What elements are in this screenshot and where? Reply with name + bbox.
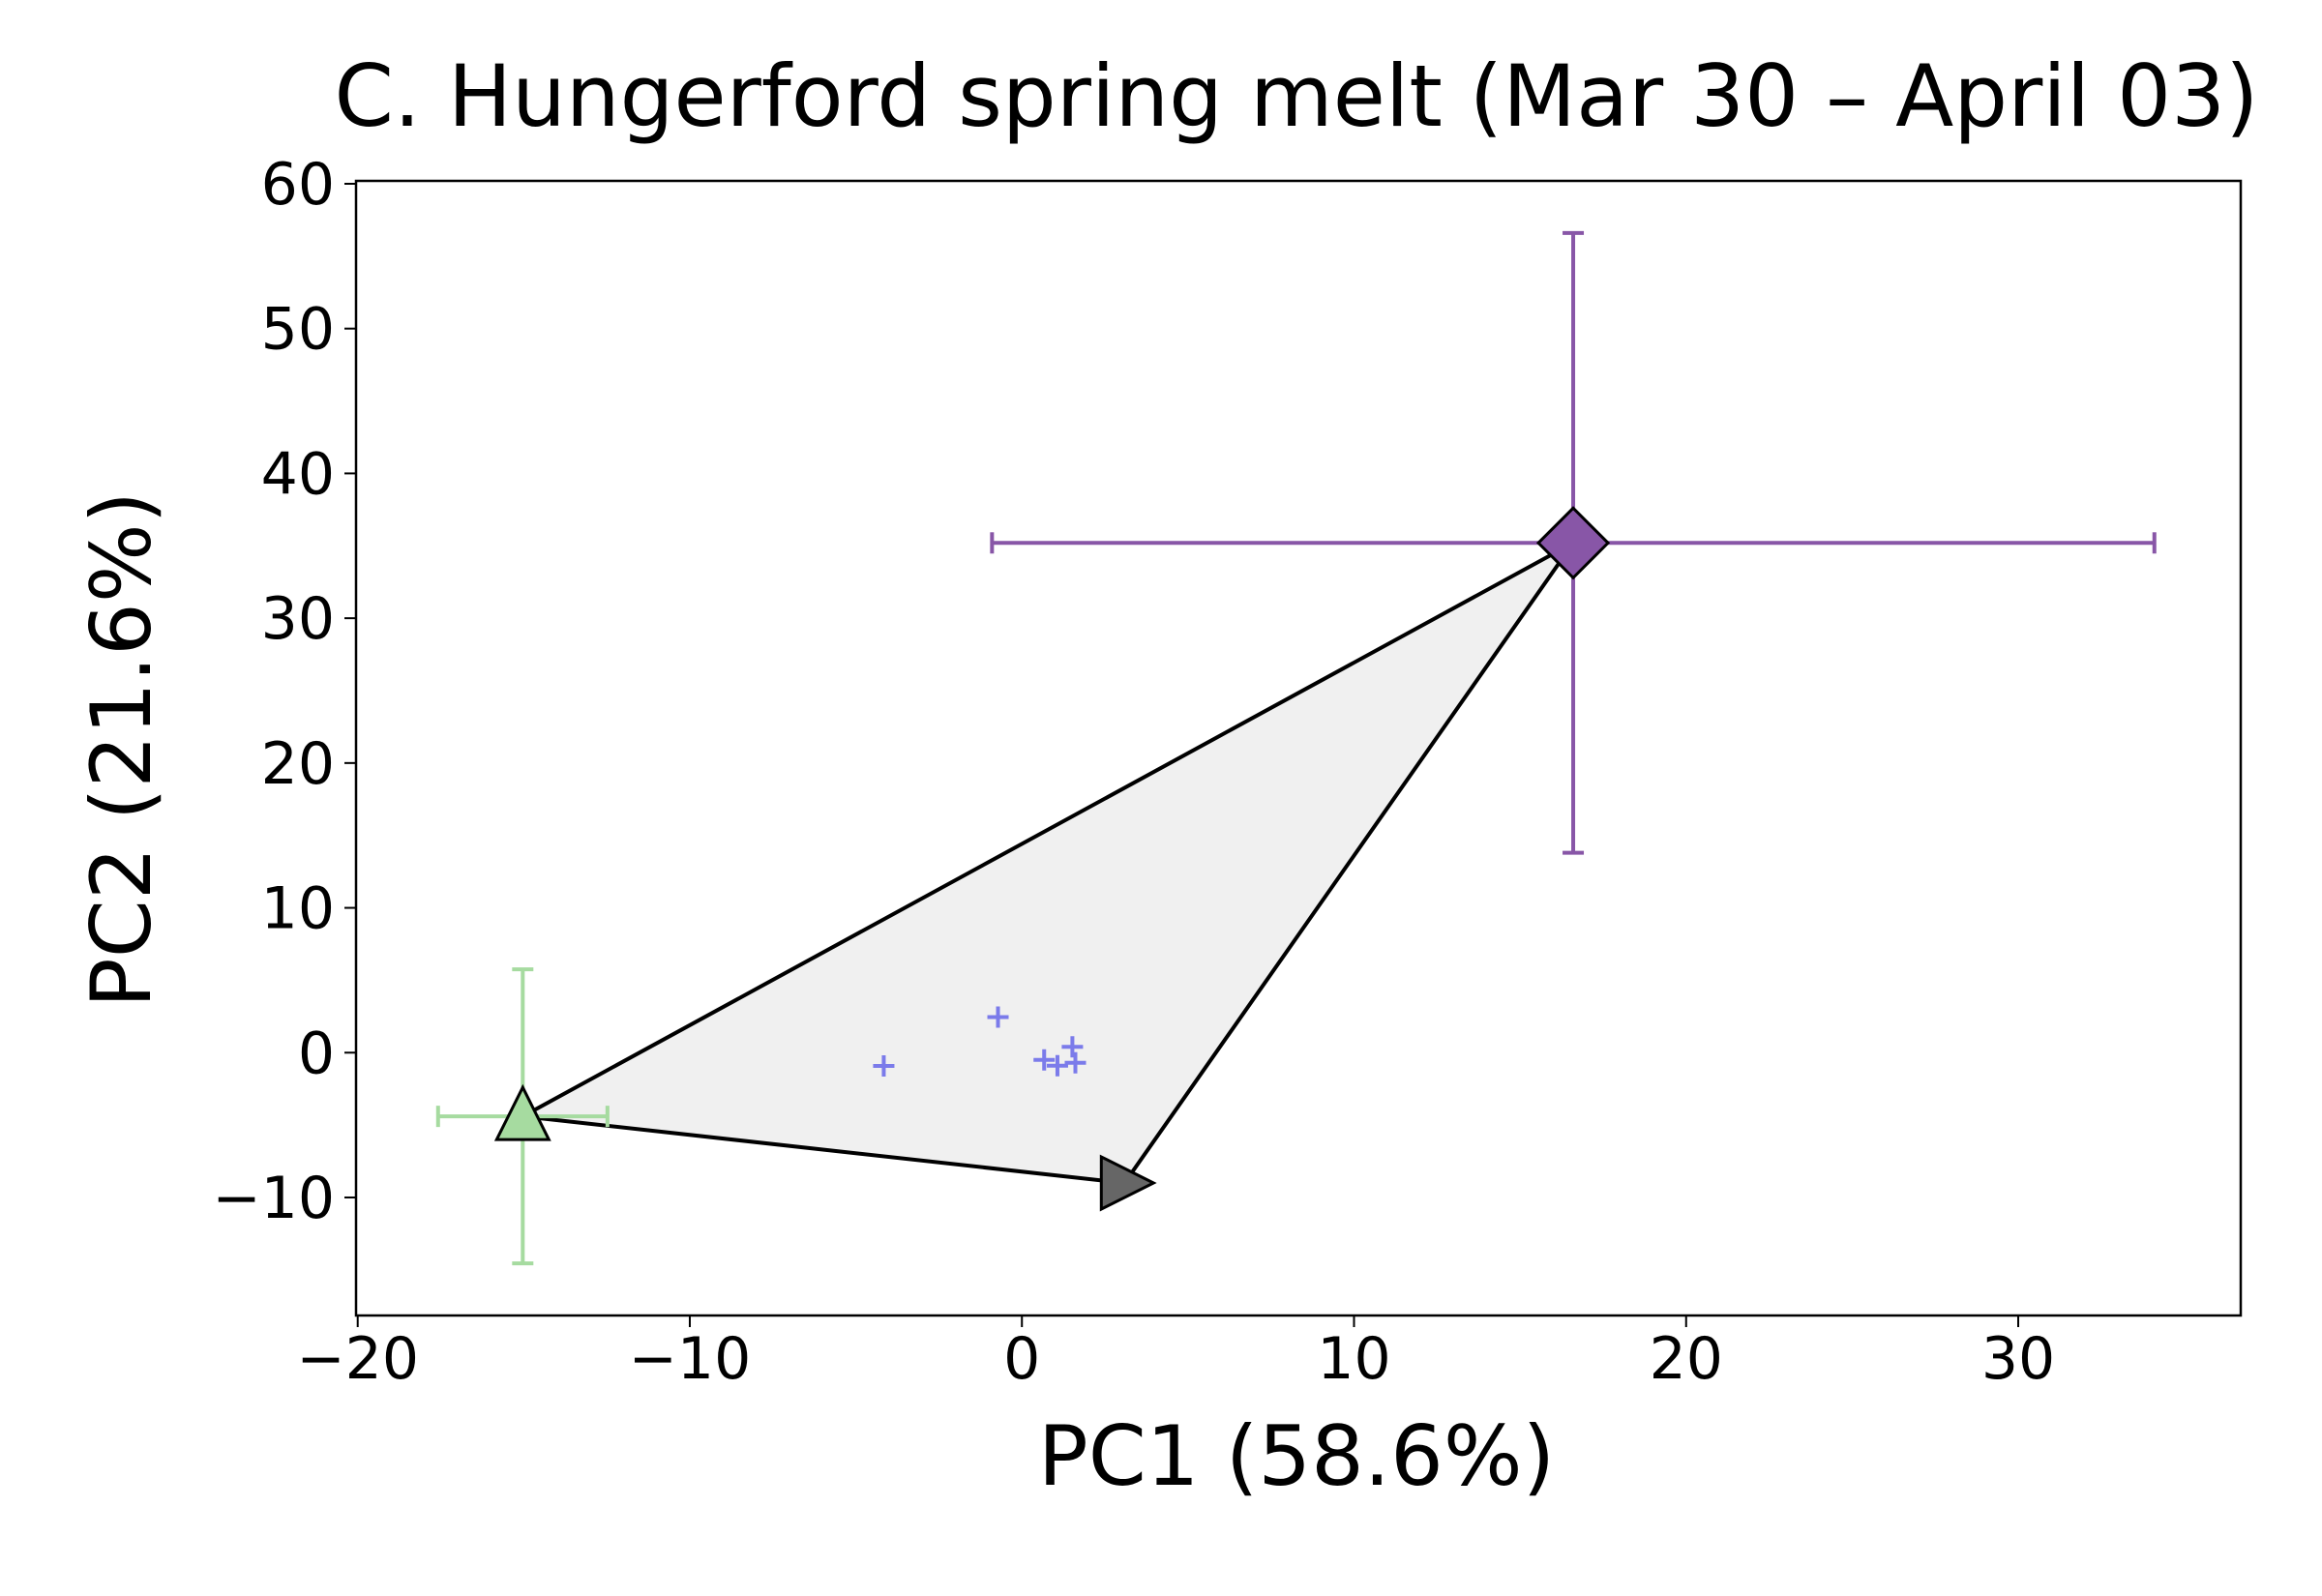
plot-frame: [354, 179, 2243, 1317]
mixing-hull: [521, 541, 1576, 1186]
sample-point: [987, 1006, 1009, 1028]
y-tick-label: 40: [261, 440, 335, 508]
y-tick-label: 10: [261, 875, 335, 943]
x-tick-label: 0: [1003, 1325, 1040, 1393]
chart-title: C. Hungerford spring melt (Mar 30 – Apri…: [335, 46, 2259, 146]
x-tick-label: −20: [296, 1325, 419, 1393]
end-member-marker: [493, 1083, 551, 1141]
end-member-marker: [1099, 1154, 1157, 1212]
y-axis-label: PC2 (21.6%): [74, 491, 170, 1008]
x-tick-label: 20: [1650, 1325, 1723, 1393]
sample-point: [1064, 1051, 1087, 1074]
y-tick-label: 20: [261, 730, 335, 798]
sample-point: [873, 1055, 895, 1078]
y-tick-label: 50: [261, 296, 335, 364]
x-tick-label: 30: [1981, 1325, 2055, 1393]
y-tick-label: 60: [261, 151, 335, 219]
sample-point: [1046, 1054, 1068, 1077]
y-tick-label: 0: [298, 1020, 335, 1087]
sample-point: [1061, 1036, 1084, 1058]
x-tick-label: 10: [1317, 1325, 1390, 1393]
x-axis-label: PC1 (58.6%): [1038, 1408, 1555, 1505]
sample-point: [1033, 1049, 1056, 1071]
x-tick-label: −10: [629, 1325, 752, 1393]
y-tick-label: 30: [261, 585, 335, 653]
y-tick-label: −10: [212, 1165, 335, 1232]
end-member-marker: [1535, 506, 1611, 580]
